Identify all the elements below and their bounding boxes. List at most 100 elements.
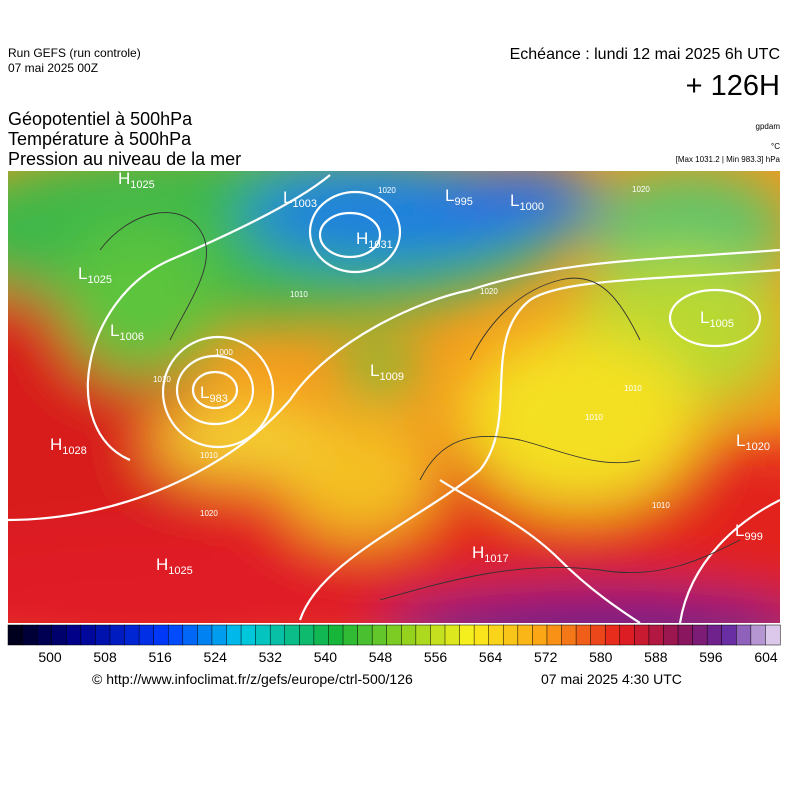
colorbar-swatch [371,624,388,646]
colorbar-swatch [153,624,169,646]
colorbar-swatch [736,624,752,646]
pressure-center: L995 [445,186,473,208]
contour-label: 1020 [378,186,396,195]
center-type: L [736,431,745,450]
center-type: L [370,361,379,380]
pressure-center: H1025 [118,169,155,191]
colorbar-swatch [765,624,781,646]
pressure-center: L983 [200,383,228,405]
contour-label: 1010 [652,501,670,510]
center-type: H [472,543,484,562]
contour-label: 1010 [153,375,171,384]
center-value: 1006 [119,331,143,343]
pressure-center: L1005 [700,308,734,330]
colorbar-swatch [269,624,286,646]
colorbar-swatch [182,624,198,646]
colorbar-swatch [663,624,679,646]
colorbar-swatch [473,624,490,646]
colorbar-swatch [459,624,475,646]
colorbar-swatch [648,624,665,646]
run: Run GEFS (run controle) [8,46,141,60]
unit: [Max 1031.2 | Min 983.3] hPa [675,155,780,164]
pressure-center: L1003 [283,188,317,210]
contour-label: 1020 [200,509,218,518]
field: Pression au niveau de la mer [8,149,242,169]
colorbar-tick-label: 548 [369,649,393,665]
colorbar-tick-label: 588 [644,649,668,665]
center-type: H [50,435,62,454]
center-value: 1003 [292,198,316,210]
center-value: 995 [454,196,472,208]
center-value: 1000 [519,201,543,213]
colorbar-swatch [138,624,155,646]
valid-time: Echéance : lundi 12 mai 2025 6h UTC [509,46,780,63]
pressure-center: L1025 [78,264,112,286]
colorbar-swatch [124,624,140,646]
pressure-center: L1000 [510,191,544,213]
colorbar-swatch [167,624,184,646]
run-date: 07 mai 2025 00Z [8,61,99,75]
center-value: 1009 [379,371,403,383]
colorbar-tick-label: 508 [93,649,117,665]
colorbar-swatch [634,624,650,646]
center-type: L [700,308,709,327]
colorbar-swatch [211,624,228,646]
colorbar-swatch [342,624,359,646]
center-value: 983 [209,393,227,405]
colorbar-swatch [721,624,737,646]
center-type: H [356,229,368,248]
temperature-field [8,171,780,623]
colorbar-swatch [561,624,577,646]
pressure-center: L1009 [370,361,404,383]
contour-label: 1020 [632,185,650,194]
colorbar-tick-label: 580 [589,649,613,665]
pressure-center: H1025 [156,555,193,577]
colorbar-tick-label: 500 [38,649,62,665]
colorbar-tick-label: 532 [259,649,283,665]
center-value: 1025 [87,274,111,286]
center-type: L [200,383,209,402]
colorbar-swatch [590,624,606,646]
colorbar-swatch [706,624,723,646]
center-value: 1025 [168,565,192,577]
center-type: H [118,169,130,188]
contour-label: 1000 [215,348,233,357]
colorbar-swatch [401,624,417,646]
colorbar-swatch [532,624,548,646]
contour-label: 1010 [200,451,218,460]
unit: gpdam [755,122,780,131]
contour-label: 1010 [585,413,603,422]
colorbar-swatch [109,624,126,646]
center-type: L [110,321,119,340]
colorbar-tick-label: 596 [699,649,723,665]
colorbar-swatch [488,624,504,646]
pressure-center: H1028 [50,435,87,457]
colorbar-swatch [95,624,111,646]
colorbar-swatch [430,624,446,646]
isobars [8,174,780,623]
colorbar-swatch [299,624,315,646]
colorbar-tick-label: 556 [424,649,448,665]
colorbar-tick-label: 604 [754,649,778,665]
colorbar-swatch [66,624,82,646]
colorbar-tick-label: 524 [204,649,228,665]
colorbar-swatch [415,624,431,646]
pressure-center: L999 [735,521,763,543]
pressure-center: H1017 [472,543,509,565]
field: Géopotentiel à 500hPa [8,109,193,129]
colorbar-swatch [80,624,96,646]
colorbar-swatch [502,624,519,646]
colorbar-swatch [51,624,67,646]
colorbar-swatch [7,624,24,646]
pressure-center: H1031 [356,229,393,251]
coastlines [99,212,741,601]
center-value: 1028 [62,445,86,457]
colorbar-swatch [677,624,694,646]
colorbar-swatch [692,624,708,646]
colorbar-swatch [575,624,592,646]
center-value: 999 [744,531,762,543]
contour-label: 1010 [624,384,642,393]
colorbar-swatch [197,624,213,646]
source: © http://www.infoclimat.fr/z/gefs/europe… [92,671,413,687]
center-value: 1025 [130,179,154,191]
